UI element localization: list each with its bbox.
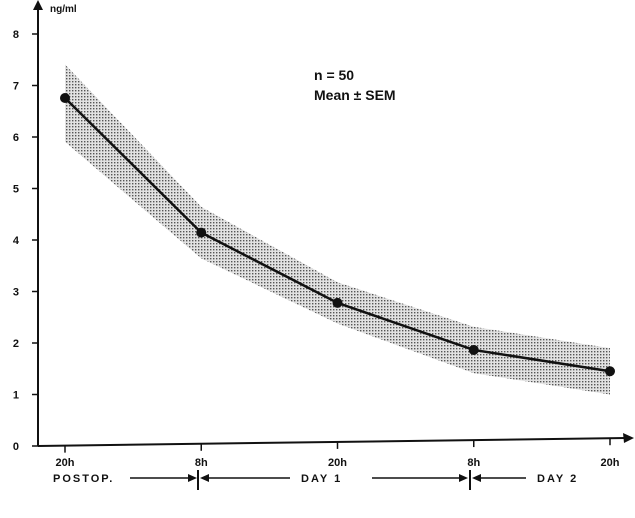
x-tick-label: 20h bbox=[56, 457, 75, 469]
period-bar: POSTOP. DAY 1 DAY 2 bbox=[53, 470, 578, 490]
y-tick-label: 5 bbox=[13, 184, 19, 196]
x-axis-arrow bbox=[623, 433, 634, 443]
x-tick-label: 8h bbox=[195, 457, 208, 469]
data-point bbox=[60, 93, 70, 104]
data-point bbox=[468, 344, 479, 355]
x-axis bbox=[37, 437, 627, 447]
y-tick-label: 3 bbox=[13, 287, 19, 299]
y-tick-label: 0 bbox=[13, 441, 19, 453]
day1-left-arrow-head bbox=[200, 474, 209, 482]
day2-left-arrow-head bbox=[472, 474, 481, 482]
y-tick-label: 7 bbox=[13, 81, 19, 93]
x-tick-label: 20h bbox=[601, 457, 620, 469]
sem-band bbox=[65, 64, 610, 395]
x-tick-label: 20h bbox=[328, 457, 347, 469]
y-tick-label: 8 bbox=[13, 29, 19, 41]
y-axis-arrow bbox=[33, 0, 43, 10]
data-point bbox=[332, 297, 343, 308]
mean-line bbox=[64, 97, 611, 373]
y-tick-label: 1 bbox=[13, 390, 19, 402]
y-tick-label: 6 bbox=[13, 132, 19, 144]
annotation-n: n = 50 bbox=[314, 67, 354, 83]
y-axis-label: ng/ml bbox=[50, 4, 77, 15]
y-tick-label: 2 bbox=[13, 338, 19, 350]
data-point bbox=[196, 227, 207, 238]
period-label-day1: DAY 1 bbox=[301, 473, 342, 485]
postop-arrow-head bbox=[188, 474, 197, 482]
day1-right-arrow-head bbox=[459, 474, 468, 482]
period-label-postop: POSTOP. bbox=[53, 473, 114, 485]
x-tick-label: 8h bbox=[467, 457, 480, 469]
y-tick-label: 4 bbox=[13, 235, 20, 247]
data-point bbox=[605, 366, 615, 377]
annotation-mean-sem: Mean ± SEM bbox=[314, 87, 396, 103]
period-label-day2: DAY 2 bbox=[537, 473, 578, 485]
